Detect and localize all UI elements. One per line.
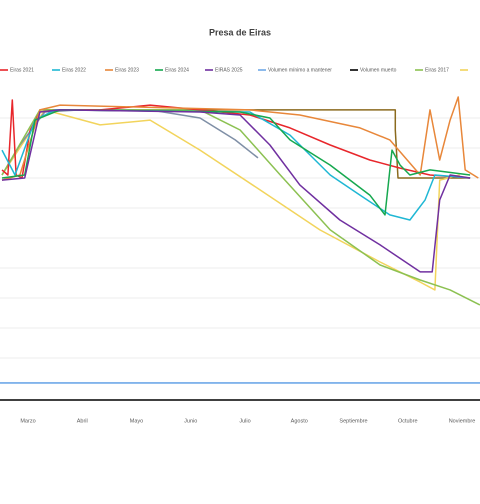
x-tick-label: Abril [77,418,88,424]
chart-title: Presa de Eiras [209,27,271,37]
legend-label: Eiras 2022 [62,67,86,73]
legend-label: Eiras 2021 [10,67,34,73]
x-tick-label: Noviembre [449,418,476,424]
x-tick-label: Mayo [130,418,143,424]
legend-label: EIRAS 2025 [215,67,243,73]
x-tick-label: Julio [239,418,250,424]
x-tick-label: Octubre [398,418,418,424]
legend-label: Eiras 2017 [425,67,449,73]
x-tick-label: Junio [184,418,197,424]
series-line [1,109,471,273]
legend-label: Volumen muerto [360,67,397,73]
legend-label: Eiras 2023 [115,67,139,73]
x-tick-label: Septiembre [339,418,367,424]
series-line [1,109,460,291]
x-tick-label: Marzo [20,418,35,424]
legend-label: Eiras 2024 [165,67,189,73]
legend-label: Volumen mínimo a mantener [268,67,332,73]
x-tick-label: Agosto [291,418,308,424]
series-line [1,99,471,179]
series-line [1,109,480,306]
series-line [1,96,479,181]
series-line [1,109,471,216]
series-line [39,109,471,179]
